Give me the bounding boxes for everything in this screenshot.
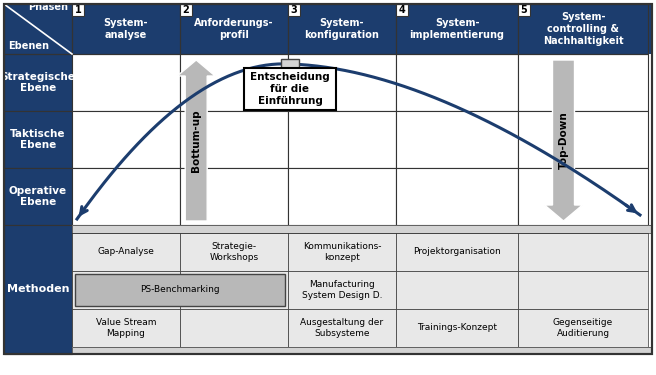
Text: Strategie-
Workshops: Strategie- Workshops (209, 242, 258, 262)
Bar (518, 309, 648, 347)
Bar (4, 54, 72, 111)
Text: Entscheidung
für die
Einführung: Entscheidung für die Einführung (250, 72, 330, 106)
Text: System-
implementierung: System- implementierung (409, 18, 504, 40)
Text: 4: 4 (399, 5, 405, 15)
Text: System-
controlling &
Nachhaltigkeit: System- controlling & Nachhaltigkeit (543, 12, 623, 46)
FancyBboxPatch shape (244, 68, 336, 110)
Bar (4, 111, 72, 168)
Bar (396, 168, 518, 225)
Bar (72, 111, 180, 168)
Bar (4, 4, 652, 54)
Bar (396, 271, 518, 309)
Text: Ebenen: Ebenen (8, 41, 49, 51)
Text: System-
konfiguration: System- konfiguration (304, 18, 379, 40)
Bar (396, 233, 518, 271)
Text: 3: 3 (291, 5, 297, 15)
Text: Ausgestaltung der
Subsysteme: Ausgestaltung der Subsysteme (300, 318, 384, 338)
Text: Manufacturing
System Design D.: Manufacturing System Design D. (302, 280, 382, 300)
Text: Gegenseitige
Auditierung: Gegenseitige Auditierung (553, 318, 613, 338)
Bar (288, 271, 396, 309)
Text: Projektorganisation: Projektorganisation (413, 248, 501, 256)
Bar (180, 54, 288, 111)
Text: Taktische
Ebene: Taktische Ebene (10, 129, 66, 150)
Bar (180, 4, 288, 54)
Bar (288, 309, 396, 347)
Bar (518, 168, 648, 225)
Bar (288, 168, 396, 225)
Bar (180, 4, 192, 16)
Bar (72, 225, 652, 233)
Text: System-
analyse: System- analyse (104, 18, 148, 40)
Bar (72, 225, 652, 233)
Text: 5: 5 (521, 5, 527, 15)
Bar (72, 4, 180, 54)
Bar (396, 309, 518, 347)
Text: Bottum-up: Bottum-up (191, 109, 201, 172)
Text: Gap-Analyse: Gap-Analyse (98, 248, 154, 256)
Bar (72, 233, 180, 271)
Text: Trainings-Konzept: Trainings-Konzept (417, 324, 497, 333)
Bar (72, 347, 652, 354)
Text: Anforderungs-
profil: Anforderungs- profil (194, 18, 274, 40)
Bar (72, 271, 180, 309)
Bar (72, 168, 180, 225)
Bar (180, 168, 288, 225)
Bar (396, 4, 518, 54)
Bar (180, 233, 288, 271)
Bar (75, 274, 285, 306)
Text: Value Stream
Mapping: Value Stream Mapping (96, 318, 156, 338)
Text: Kommunikations-
konzept: Kommunikations- konzept (303, 242, 381, 262)
Text: Strategische
Ebene: Strategische Ebene (1, 72, 75, 93)
Bar (180, 111, 288, 168)
Bar (4, 4, 72, 54)
Bar (518, 54, 648, 111)
Bar (396, 4, 408, 16)
Bar (396, 54, 518, 111)
Bar (4, 225, 72, 354)
Bar (518, 271, 648, 309)
Bar (72, 4, 84, 16)
Bar (518, 233, 648, 271)
Bar (288, 233, 396, 271)
Bar (288, 111, 396, 168)
Polygon shape (544, 60, 583, 221)
Text: Phasen: Phasen (28, 2, 68, 12)
Bar (281, 59, 299, 69)
Bar (180, 309, 288, 347)
Text: Top-Down: Top-Down (558, 112, 569, 170)
Bar (180, 271, 288, 309)
Text: Operative
Ebene: Operative Ebene (9, 186, 67, 207)
Text: Methoden: Methoden (7, 285, 70, 294)
Text: 2: 2 (182, 5, 190, 15)
Bar (72, 309, 180, 347)
Bar (288, 4, 300, 16)
Text: 1: 1 (75, 5, 81, 15)
Bar (518, 4, 648, 54)
Bar (72, 54, 180, 111)
Bar (72, 347, 652, 354)
Bar (4, 168, 72, 225)
Bar (518, 111, 648, 168)
Bar (288, 4, 396, 54)
Bar (396, 111, 518, 168)
Polygon shape (177, 60, 215, 221)
Text: PS-Benchmarking: PS-Benchmarking (140, 285, 220, 294)
Bar (288, 54, 396, 111)
Bar (518, 4, 530, 16)
